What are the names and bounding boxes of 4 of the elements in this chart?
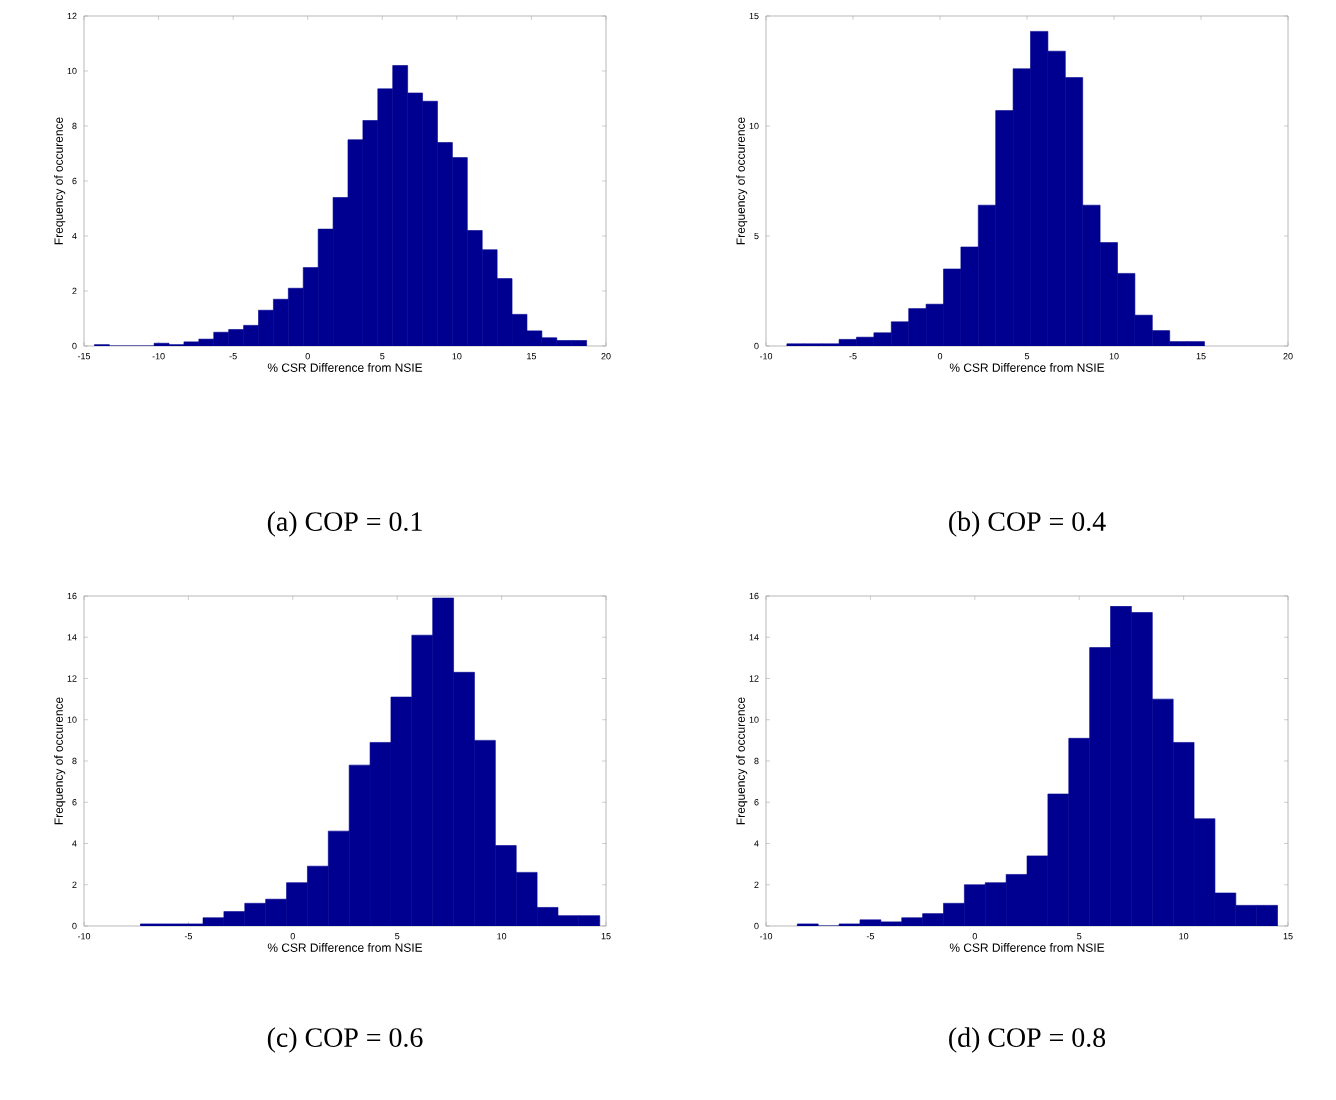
text: (b) COP = 0.4 bbox=[949, 511, 1106, 537]
text: (d) COP = 0.8 bbox=[949, 1027, 1106, 1053]
text: (c) COP = 0.6 bbox=[267, 1027, 423, 1053]
text: (a) COP = 0.1 bbox=[267, 511, 422, 537]
